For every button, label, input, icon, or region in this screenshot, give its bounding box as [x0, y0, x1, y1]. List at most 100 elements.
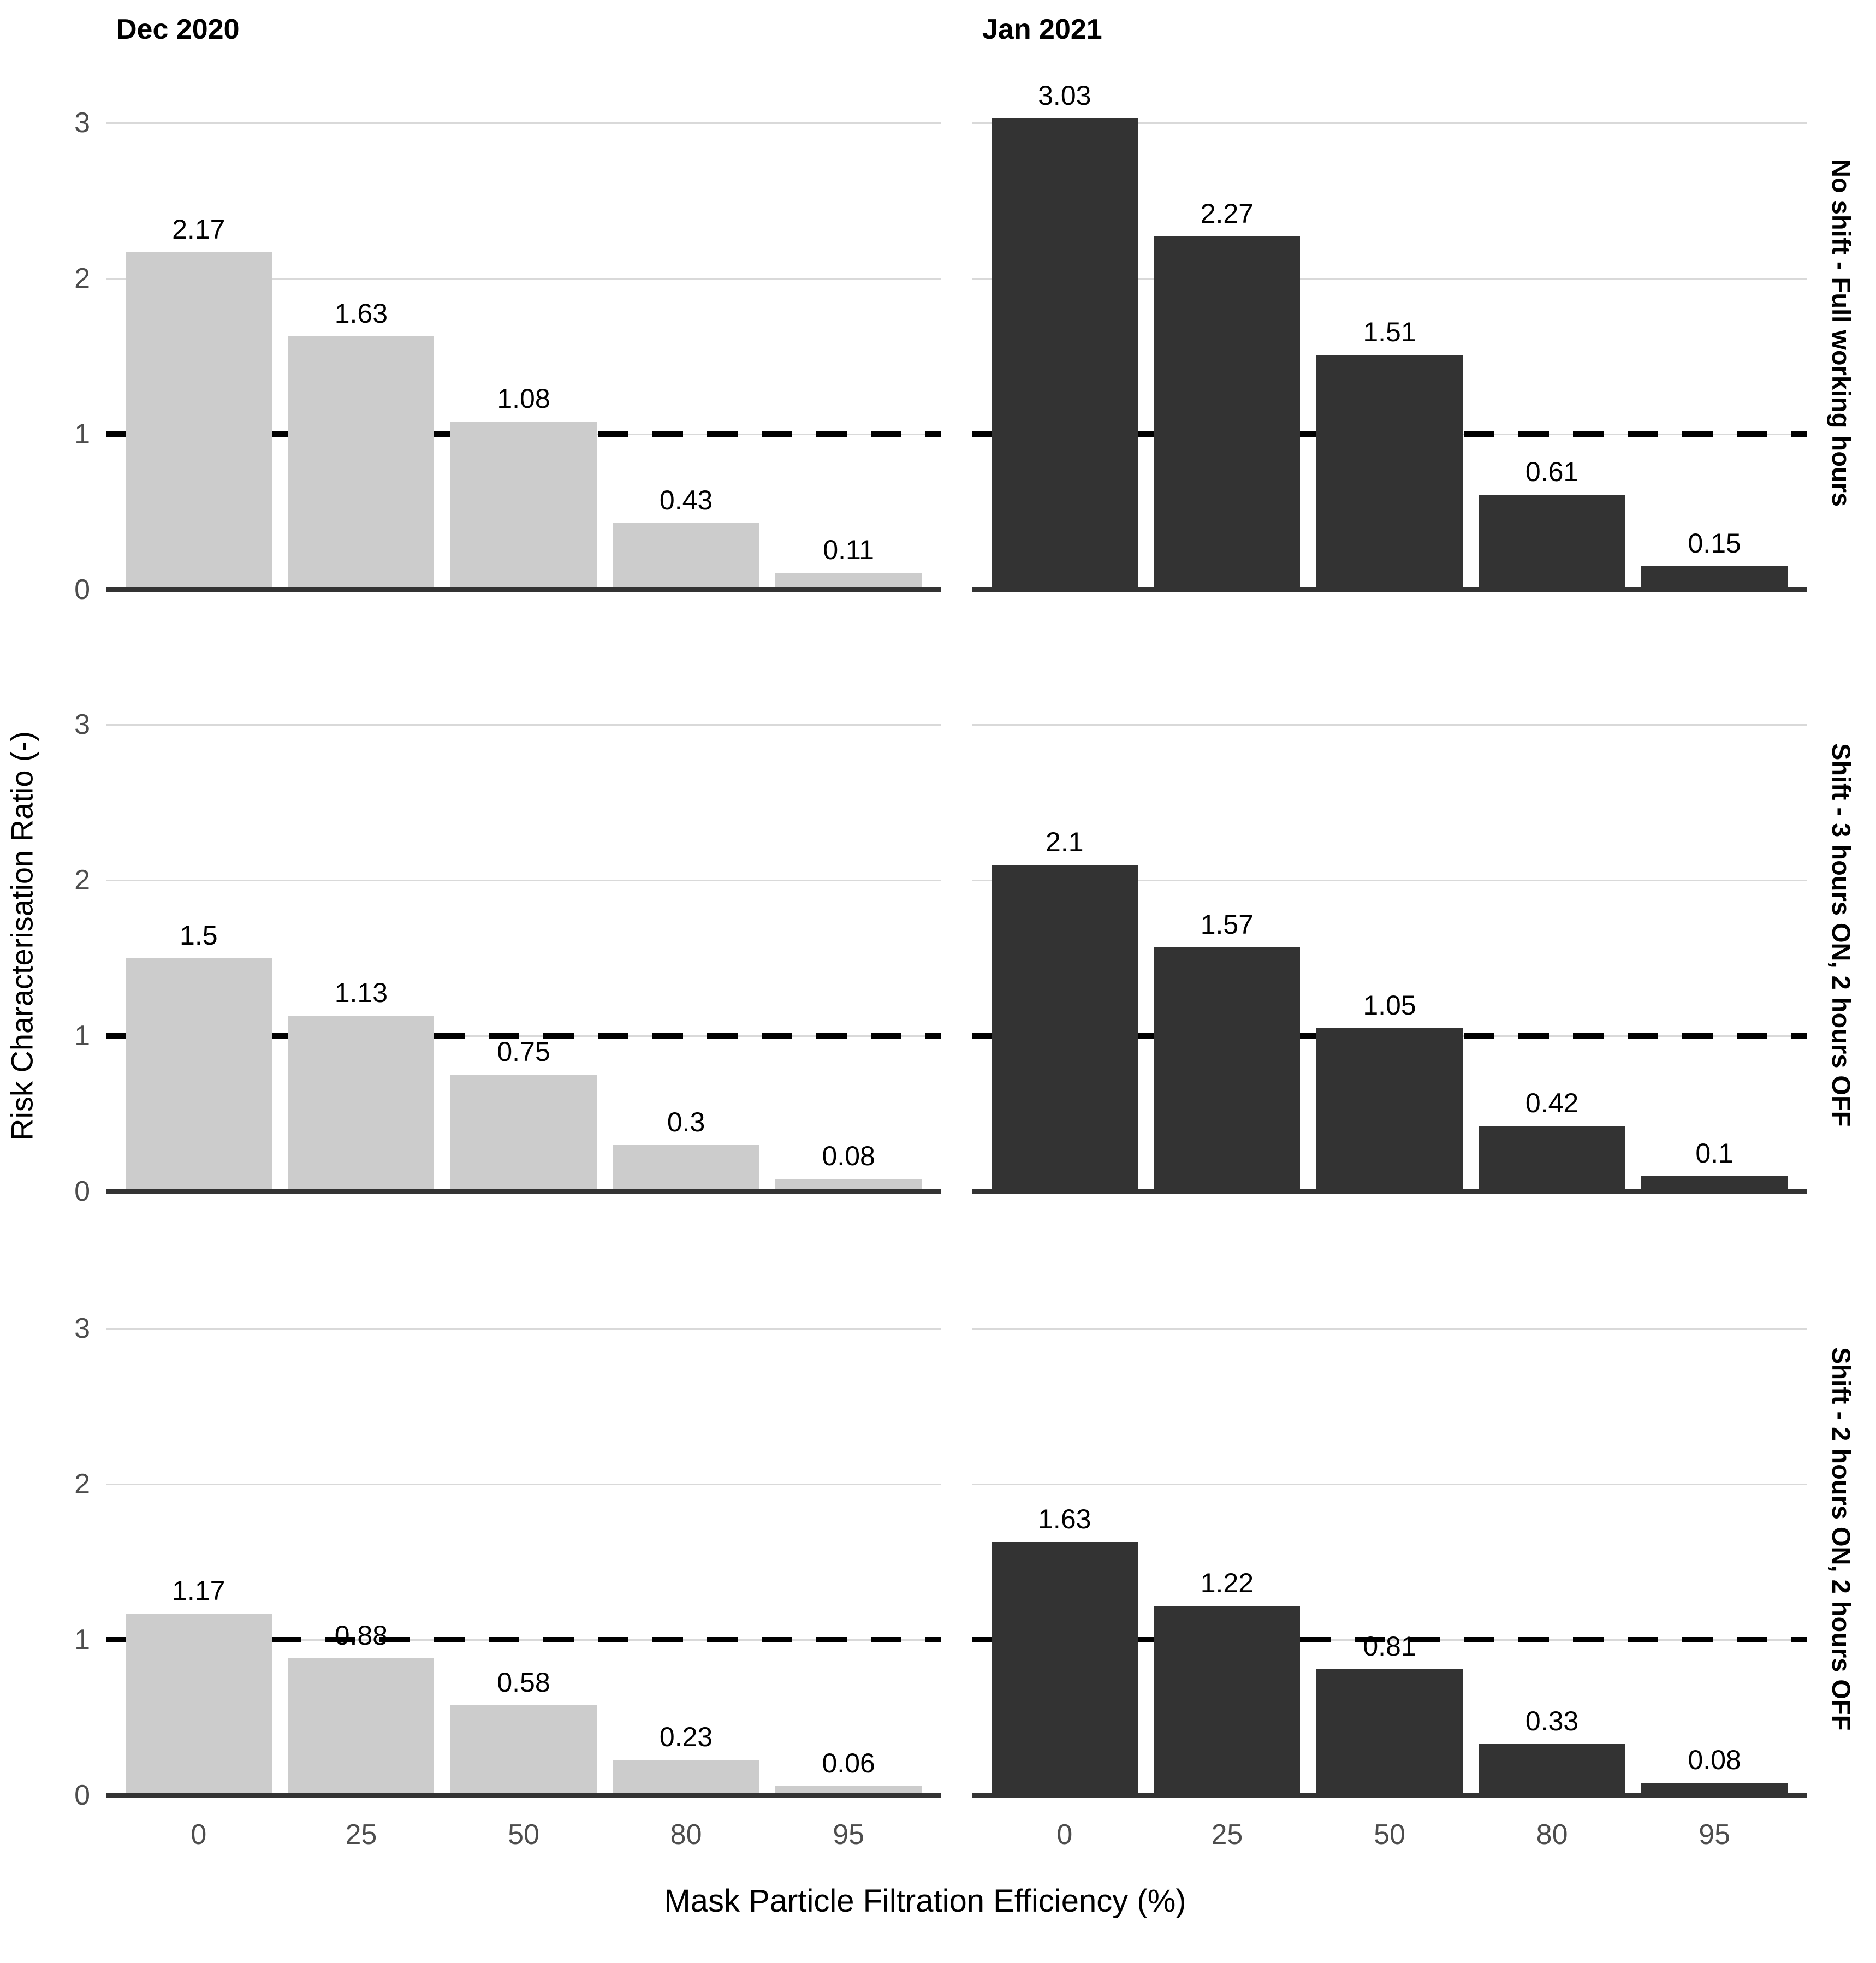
bar: [1479, 1744, 1625, 1795]
bar-value-label: 0.11: [823, 534, 874, 565]
facet-row-strip-shift-3on-2off: Shift - 3 hours ON, 2 hours OFF: [1827, 743, 1856, 1127]
bar: [125, 958, 272, 1191]
bar-value-label: 0.88: [334, 1620, 388, 1651]
x-tick-label-25: 25: [1211, 1819, 1243, 1851]
bar: [1154, 236, 1301, 590]
bar: [613, 523, 759, 590]
y-tick-label-2: 2: [74, 864, 90, 897]
y-tick-label-3: 3: [74, 709, 90, 741]
facet-row-strip-shift-2on-2off: Shift - 2 hours ON, 2 hours OFF: [1827, 1347, 1856, 1731]
bar: [775, 1179, 922, 1191]
x-axis-title: Mask Particle Filtration Efficiency (%): [664, 1883, 1186, 1919]
bar-value-label: 1.63: [334, 298, 388, 329]
bar-value-label: 1.22: [1200, 1567, 1254, 1598]
bar: [450, 422, 597, 590]
bar-slot-80: 0.43: [605, 76, 768, 590]
facet-row-strip-no-shift: No shift - Full working hours: [1827, 159, 1856, 507]
bar-slot-0: 2.17: [117, 76, 280, 590]
bar-value-label: 0.33: [1525, 1706, 1579, 1736]
bar-value-label: 0.75: [497, 1036, 550, 1068]
bar-slots: 2.1 1.57 1.05 0.42 0.1: [972, 678, 1807, 1191]
bar-value-label: 2.1: [1046, 826, 1084, 857]
y-tick-label-0: 0: [74, 1780, 90, 1811]
bar: [1479, 1126, 1625, 1191]
bar: [125, 252, 272, 590]
bar-value-label: 0.06: [822, 1747, 875, 1778]
bar: [613, 1759, 759, 1795]
bar-slot-95: 0.1: [1633, 678, 1796, 1191]
panel-jan-2021-no-shift: 3.03 2.27 1.51 0.61 0.15: [972, 76, 1807, 592]
y-tick-label-0: 0: [74, 574, 90, 606]
bar: [125, 1613, 272, 1795]
bar: [1316, 354, 1463, 590]
bar: [1316, 1028, 1463, 1191]
bar: [613, 1144, 759, 1191]
bar-slot-50: 1.08: [442, 76, 605, 590]
bar-slots: 1.17 0.88 0.58 0.23 0.06: [106, 1282, 941, 1795]
bar-slot-95: 0.11: [767, 76, 930, 590]
bar: [450, 1705, 597, 1795]
bar: [1154, 1605, 1301, 1795]
bar-value-label: 1.5: [180, 920, 218, 951]
y-tick-label-3: 3: [74, 107, 90, 139]
bar: [991, 118, 1138, 590]
bar-slots: 1.5 1.13 0.75 0.3 0.08: [106, 678, 941, 1191]
bar: [288, 1658, 435, 1795]
bar-value-label: 1.57: [1200, 909, 1254, 940]
bar-slot-0: 3.03: [983, 76, 1146, 590]
x-tick-label-50: 50: [1374, 1819, 1405, 1851]
y-axis-tick-labels-row-2: 0 1 2 3: [44, 678, 106, 1207]
x-tick-label-50: 50: [508, 1819, 539, 1851]
bar: [1641, 1176, 1788, 1191]
panel-dec-2020-no-shift: 2.17 1.63 1.08 0.43 0.11: [106, 76, 941, 592]
gridline-y-2: [972, 1483, 1807, 1485]
x-tick-label-95: 95: [1699, 1819, 1731, 1851]
gridline-y-3: [972, 122, 1807, 124]
bar-slot-80: 0.23: [605, 1282, 768, 1795]
bar-slot-95: 0.08: [1633, 1282, 1796, 1795]
y-axis-tick-labels-row-1: 0 1 2 3: [44, 76, 106, 606]
bar-value-label: 0.61: [1525, 456, 1579, 488]
gridline-y-2: [106, 277, 941, 280]
bar-slot-50: 1.51: [1308, 76, 1471, 590]
bar-value-label: 0.3: [667, 1106, 705, 1137]
bar-value-label: 0.81: [1363, 1631, 1416, 1662]
bar-slot-25: 1.57: [1146, 678, 1309, 1191]
y-tick-label-0: 0: [74, 1176, 90, 1207]
bar-slot-50: 1.05: [1308, 678, 1471, 1191]
bar-slot-50: 0.75: [442, 678, 605, 1191]
dashed-reference-line-y-1: [106, 1637, 941, 1643]
bar: [1479, 495, 1625, 590]
bar-slot-25: 2.27: [1146, 76, 1309, 590]
bar-slot-50: 0.58: [442, 1282, 605, 1795]
bar-value-label: 1.13: [334, 977, 388, 1009]
y-tick-label-3: 3: [74, 1313, 90, 1345]
facet-column-header-dec-2020: Dec 2020: [116, 14, 240, 45]
y-tick-label-1: 1: [74, 1020, 90, 1052]
gridline-y-2: [972, 879, 1807, 881]
bar: [991, 1541, 1138, 1795]
panel-jan-2021-shift-2on-2off: 1.63 1.22 0.81 0.33 0.08: [972, 1282, 1807, 1798]
bar: [288, 336, 435, 590]
bar-value-label: 1.51: [1363, 316, 1416, 347]
x-tick-label-80: 80: [670, 1819, 702, 1851]
bar-value-label: 0.08: [1688, 1745, 1741, 1776]
bar: [1641, 1783, 1788, 1795]
bar-value-label: 1.08: [497, 383, 550, 414]
facet-column-header-jan-2021: Jan 2021: [982, 14, 1102, 45]
y-axis-title: Risk Characterisation Ratio (-): [4, 731, 39, 1141]
bar-value-label: 3.03: [1038, 80, 1091, 111]
bar-value-label: 2.17: [172, 214, 225, 245]
x-tick-label-95: 95: [833, 1819, 865, 1851]
bar-slots: 2.17 1.63 1.08 0.43 0.11: [106, 76, 941, 590]
x-tick-label-0: 0: [1056, 1819, 1073, 1851]
x-tick-label-80: 80: [1536, 1819, 1568, 1851]
dashed-reference-line-y-1: [106, 1033, 941, 1039]
bar: [991, 864, 1138, 1191]
y-tick-label-2: 2: [74, 1468, 90, 1501]
bar-slot-0: 1.17: [117, 1282, 280, 1795]
bar-value-label: 0.23: [659, 1721, 713, 1752]
bar-slot-95: 0.15: [1633, 76, 1796, 590]
bar-value-label: 0.1: [1695, 1137, 1733, 1169]
